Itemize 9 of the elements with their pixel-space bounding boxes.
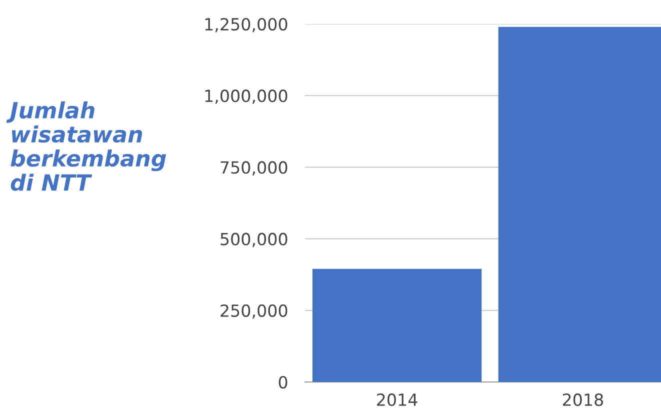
- y-tick-label: 1,000,000: [205, 90, 288, 104]
- x-tick-label: 2018: [562, 393, 603, 406]
- y-tick-label: 250,000: [220, 304, 288, 319]
- y-tick-label: 750,000: [220, 161, 288, 176]
- y-tick-label: 1,250,000: [205, 18, 288, 32]
- x-tick-label: 2014: [377, 393, 418, 406]
- y-tick-label: 0: [278, 376, 288, 389]
- y-tick-label: 500,000: [220, 232, 288, 248]
- text: Jumlah wisatawan berkembang di NTT: [6, 101, 166, 191]
